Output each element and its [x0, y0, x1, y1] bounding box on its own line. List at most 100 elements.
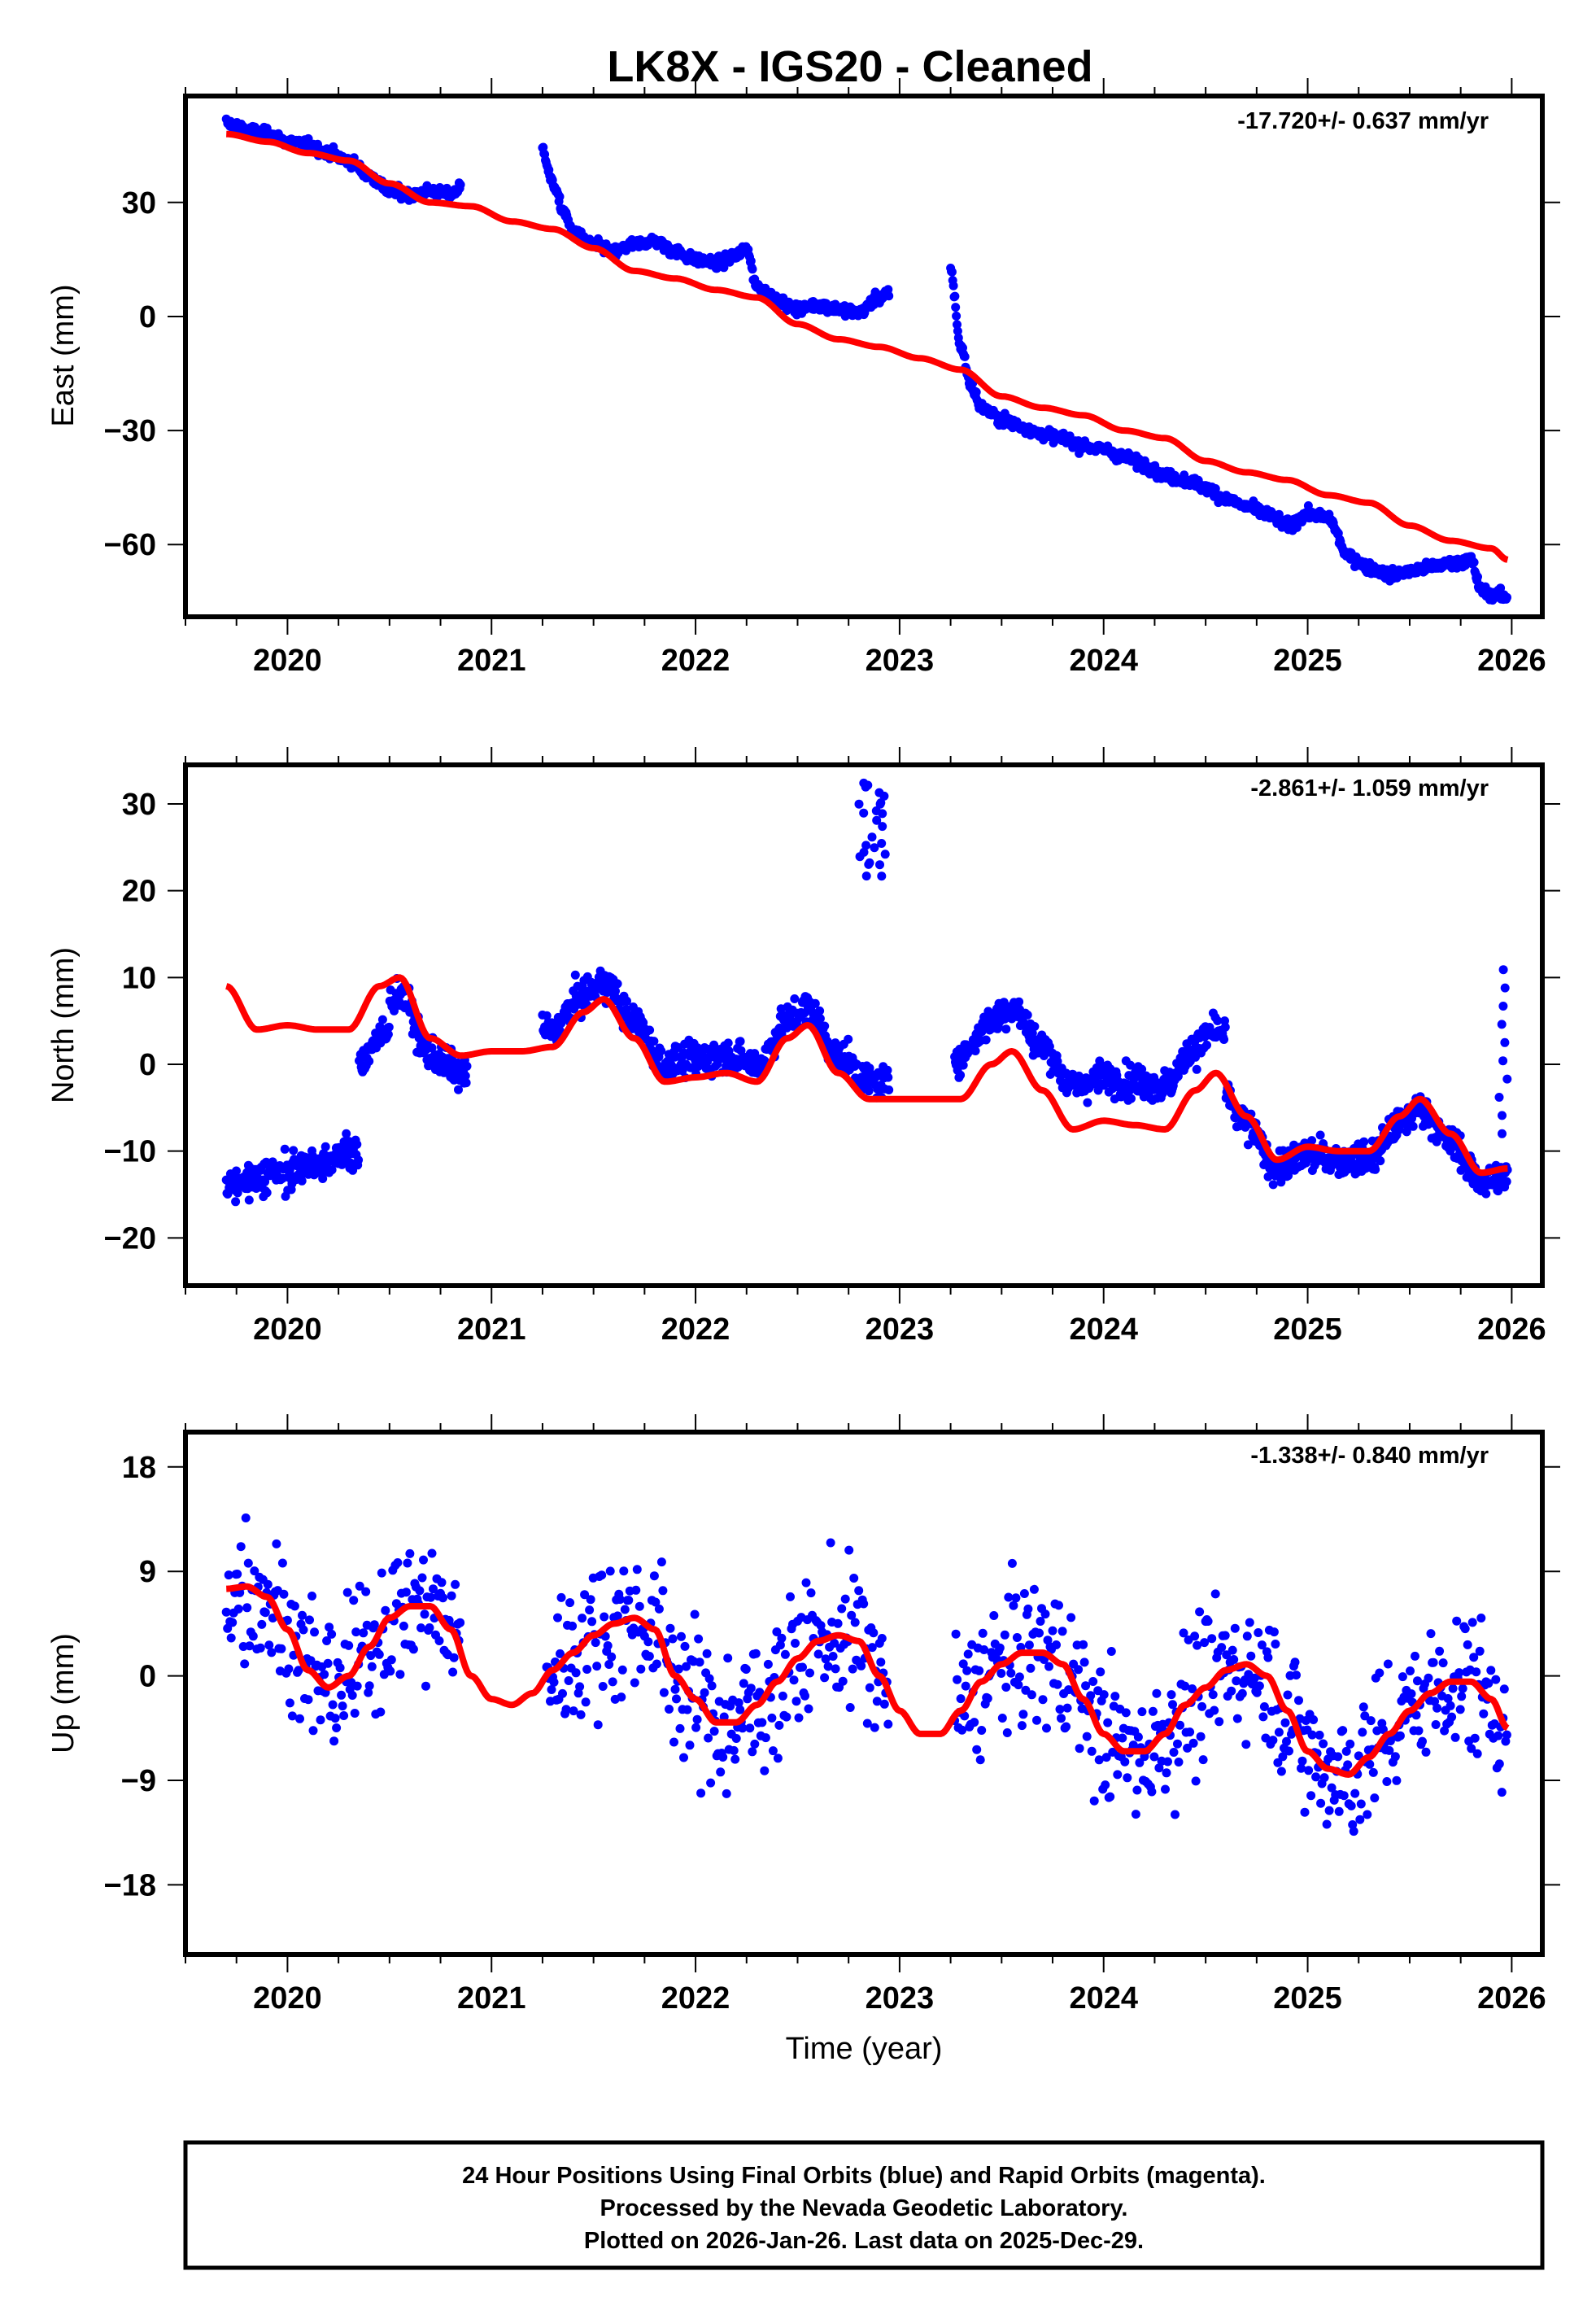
data-point — [1208, 1690, 1218, 1700]
data-point — [751, 1649, 761, 1658]
data-point — [1498, 1002, 1508, 1011]
data-point — [586, 1595, 595, 1605]
data-point — [1431, 1720, 1441, 1729]
data-point — [427, 1548, 437, 1558]
data-point — [1469, 557, 1479, 567]
data-point — [1062, 1722, 1071, 1732]
data-point — [1190, 1631, 1200, 1641]
data-point — [1498, 1056, 1508, 1066]
data-point — [878, 822, 887, 832]
data-point — [983, 1693, 992, 1703]
data-point — [630, 1678, 639, 1688]
data-point — [568, 1621, 578, 1631]
x-tick-label: 2024 — [1069, 644, 1138, 678]
data-point — [399, 1621, 408, 1631]
data-point — [777, 1633, 787, 1643]
x-tick-label: 2025 — [1273, 1981, 1342, 2016]
data-point — [972, 1745, 982, 1754]
data-point — [375, 1022, 385, 1032]
data-point — [240, 1659, 250, 1669]
data-point — [1133, 1732, 1143, 1742]
data-point — [870, 1723, 879, 1732]
data-point — [369, 1620, 379, 1630]
data-point — [723, 1038, 733, 1048]
data-point — [746, 256, 756, 266]
east-data-points — [221, 114, 1511, 605]
data-point — [956, 1694, 966, 1704]
data-point — [448, 1667, 458, 1677]
data-point — [434, 1636, 444, 1645]
data-point — [1132, 1785, 1142, 1795]
data-point — [970, 1046, 980, 1055]
data-point — [1012, 1633, 1022, 1642]
data-point — [236, 1542, 246, 1552]
data-point — [1450, 1732, 1460, 1742]
data-point — [748, 1747, 757, 1757]
data-point — [284, 1664, 294, 1674]
data-point — [782, 1712, 791, 1722]
data-point — [1472, 1749, 1482, 1758]
data-point — [1376, 1156, 1385, 1166]
data-point — [1370, 1793, 1380, 1803]
data-point — [869, 1628, 879, 1638]
data-point — [760, 1766, 770, 1775]
data-point — [790, 994, 800, 1003]
data-point — [878, 809, 887, 819]
data-point — [624, 1596, 634, 1605]
data-point — [553, 1613, 562, 1622]
data-point — [665, 1623, 675, 1633]
data-point — [1014, 1680, 1023, 1690]
data-point — [859, 808, 869, 818]
data-point — [1179, 1628, 1188, 1638]
data-point — [849, 1574, 859, 1583]
data-point — [672, 1694, 681, 1704]
data-point — [956, 1070, 966, 1080]
data-point — [386, 1655, 396, 1665]
data-point — [734, 1698, 743, 1708]
data-point — [1411, 1710, 1421, 1720]
footer-box: 24 Hour Positions Using Final Orbits (bl… — [183, 2140, 1545, 2270]
data-point — [580, 1590, 590, 1600]
data-point — [308, 1726, 318, 1736]
data-point — [1502, 1177, 1511, 1186]
data-point — [556, 1592, 566, 1602]
data-point — [1053, 1056, 1062, 1066]
data-point — [329, 1736, 339, 1746]
data-point — [844, 1034, 853, 1044]
data-point — [1268, 1736, 1278, 1745]
up-data-points — [221, 1513, 1511, 1837]
data-point — [307, 1592, 316, 1601]
data-point — [242, 1603, 252, 1613]
data-point — [419, 1555, 428, 1565]
data-point — [704, 1733, 713, 1743]
data-point — [1089, 1796, 1099, 1806]
data-point — [1269, 1627, 1279, 1637]
data-point — [1196, 1732, 1206, 1741]
data-point — [1254, 1681, 1264, 1691]
data-point — [600, 1612, 609, 1622]
data-point — [381, 1605, 390, 1615]
data-point — [1259, 1702, 1269, 1711]
data-point — [1460, 1624, 1470, 1634]
data-point — [695, 1657, 704, 1667]
data-point — [1120, 1757, 1130, 1767]
data-point — [977, 1726, 987, 1735]
data-point — [1392, 1775, 1402, 1785]
x-tick-label: 2021 — [457, 644, 526, 678]
x-tick-label: 2025 — [1273, 644, 1342, 678]
data-point — [948, 281, 958, 290]
data-point — [1169, 1748, 1179, 1757]
data-point — [1411, 1651, 1419, 1661]
data-point — [1414, 1726, 1424, 1736]
data-point — [960, 1711, 970, 1721]
data-point — [883, 1072, 893, 1082]
up-panel: 18 9 0 −9 −18 2020 2021 2022 2023 2024 2025 2026 Up … — [46, 1414, 1560, 2066]
data-point — [1200, 1638, 1210, 1648]
data-point — [996, 1669, 1006, 1678]
data-point — [1053, 1679, 1062, 1689]
data-point — [1307, 1136, 1317, 1146]
data-point — [1101, 1780, 1110, 1790]
data-point — [1356, 1799, 1366, 1809]
data-point — [462, 1061, 472, 1071]
data-point — [821, 1654, 831, 1664]
